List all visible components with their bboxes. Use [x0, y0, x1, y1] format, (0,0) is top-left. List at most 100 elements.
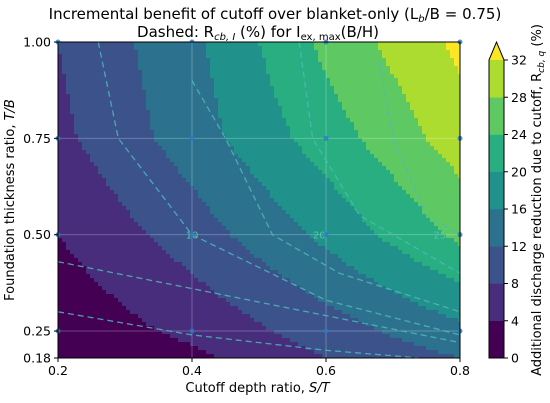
heatmap-cell	[150, 50, 155, 55]
heatmap-cell	[202, 198, 207, 203]
heatmap-cell	[358, 58, 363, 63]
heatmap-cell	[410, 138, 415, 143]
heatmap-cell	[282, 230, 287, 235]
heatmap-cell	[94, 182, 99, 187]
heatmap-cell	[366, 178, 371, 183]
heatmap-cell	[434, 58, 439, 63]
heatmap-cell	[330, 142, 335, 147]
heatmap-cell	[286, 174, 291, 179]
heatmap-cell	[374, 222, 379, 227]
heatmap-cell	[254, 202, 259, 207]
heatmap-cell	[330, 178, 335, 183]
heatmap-cell	[426, 170, 431, 175]
heatmap-cell	[362, 94, 367, 99]
heatmap-cell	[122, 94, 127, 99]
heatmap-cell	[446, 86, 451, 91]
heatmap-cell	[310, 74, 315, 79]
heatmap-cell	[438, 226, 443, 231]
heatmap-cell	[274, 50, 279, 55]
heatmap-cell	[434, 122, 439, 127]
heatmap-cell	[142, 66, 147, 71]
heatmap-cell	[450, 110, 455, 115]
heatmap-cell	[374, 202, 379, 207]
heatmap-cell	[346, 50, 351, 55]
heatmap-cell	[422, 90, 427, 95]
heatmap-cell	[134, 138, 139, 143]
heatmap-cell	[334, 182, 339, 187]
heatmap-cell	[122, 114, 127, 119]
heatmap-cell	[270, 66, 275, 71]
heatmap-cell	[262, 226, 267, 231]
heatmap-cell	[294, 230, 299, 235]
heatmap-cell	[118, 234, 123, 239]
heatmap-cell	[122, 238, 127, 243]
heatmap-cell	[266, 114, 271, 119]
heatmap-cell	[426, 154, 431, 159]
heatmap-cell	[86, 86, 91, 91]
heatmap-cell	[206, 54, 211, 59]
heatmap-cell	[162, 194, 167, 199]
heatmap-cell	[450, 222, 455, 227]
heatmap-cell	[330, 58, 335, 63]
heatmap-cell	[102, 54, 107, 59]
heatmap-cell	[178, 174, 183, 179]
heatmap-cell	[242, 70, 247, 75]
heatmap-cell	[166, 46, 171, 51]
heatmap-cell	[354, 114, 359, 119]
heatmap-cell	[382, 50, 387, 55]
heatmap-cell	[238, 98, 243, 103]
heatmap-cell	[58, 138, 63, 143]
heatmap-cell	[110, 114, 115, 119]
heatmap-cell	[202, 230, 207, 235]
heatmap-cell	[66, 186, 71, 191]
heatmap-cell	[230, 170, 235, 175]
heatmap-cell	[430, 226, 435, 231]
heatmap-cell	[254, 98, 259, 103]
heatmap-cell	[78, 194, 83, 199]
heatmap-cell	[178, 94, 183, 99]
heatmap-cell	[422, 106, 427, 111]
heatmap-cell	[346, 190, 351, 195]
heatmap-cell	[394, 130, 399, 135]
heatmap-cell	[182, 178, 187, 183]
heatmap-cell	[246, 122, 251, 127]
heatmap-cell	[454, 74, 459, 79]
heatmap-cell	[386, 210, 391, 215]
heatmap-cell	[190, 118, 195, 123]
heatmap-cell	[286, 214, 291, 219]
heatmap-cell	[418, 138, 423, 143]
heatmap-cell	[222, 234, 227, 239]
heatmap-cell	[98, 218, 103, 223]
heatmap-cell	[282, 178, 287, 183]
heatmap-cell	[286, 134, 291, 139]
heatmap-cell	[298, 54, 303, 59]
heatmap-cell	[378, 106, 383, 111]
heatmap-cell	[398, 158, 403, 163]
heatmap-cell	[282, 54, 287, 59]
heatmap-cell	[234, 206, 239, 211]
heatmap-cell	[430, 70, 435, 75]
heatmap-cell	[94, 82, 99, 87]
heatmap-cell	[422, 142, 427, 147]
heatmap-cell	[278, 110, 283, 115]
heatmap-cell	[62, 46, 67, 51]
heatmap-cell	[382, 198, 387, 203]
heatmap-cell	[382, 110, 387, 115]
heatmap-cell	[358, 114, 363, 119]
heatmap-cell	[390, 234, 395, 239]
heatmap-cell	[74, 154, 79, 159]
heatmap-cell	[270, 118, 275, 123]
heatmap-cell	[258, 210, 263, 215]
heatmap-cell	[410, 98, 415, 103]
heatmap-cell	[130, 190, 135, 195]
heatmap-cell	[146, 90, 151, 95]
heatmap-cell	[426, 66, 431, 71]
heatmap-cell	[262, 122, 267, 127]
heatmap-cell	[150, 70, 155, 75]
heatmap-cell	[258, 102, 263, 107]
heatmap-cell	[422, 166, 427, 171]
heatmap-cell	[306, 58, 311, 63]
heatmap-cell	[106, 218, 111, 223]
heatmap-cell	[374, 230, 379, 235]
heatmap-cell	[170, 226, 175, 231]
